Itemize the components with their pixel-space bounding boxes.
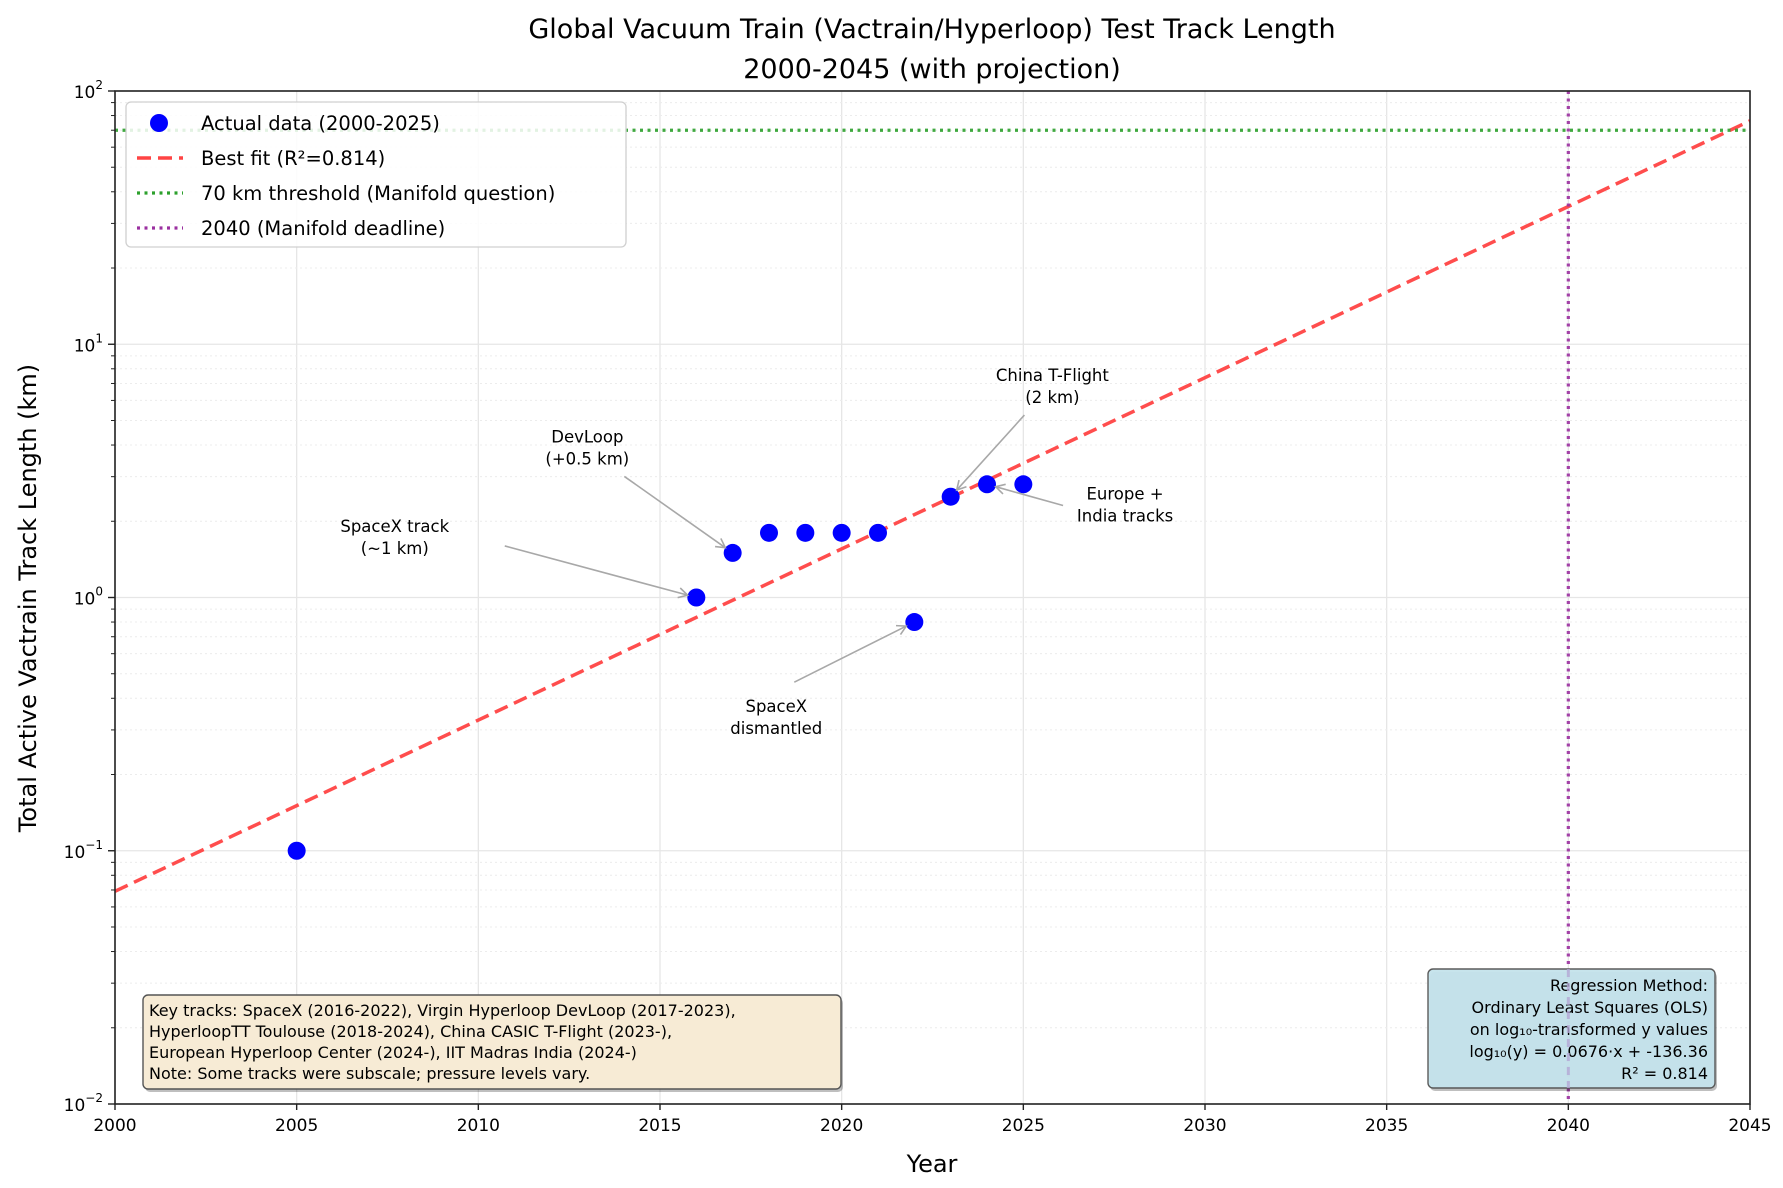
data-point <box>687 588 706 607</box>
annotation-label: SpaceX dismantled <box>730 697 822 738</box>
notes-box <box>142 994 842 1090</box>
chart-subtitle: 2000-2045 (with projection) <box>743 54 1121 85</box>
notes-box-line: European Hyperloop Center (2024-), IIT M… <box>149 1043 637 1062</box>
y-tick-base: 10 <box>64 1096 86 1116</box>
regression-box-line: Regression Method: <box>1550 976 1708 995</box>
legend-label: Best fit (R²=0.814) <box>201 147 385 170</box>
regression-box-line: log₁₀(y) = 0.0676·x + -136.36 <box>1469 1042 1708 1061</box>
notes-box-line: HyperloopTT Toulouse (2018-2024), China … <box>149 1022 672 1041</box>
data-point <box>1014 475 1033 494</box>
annotation-line: (+0.5 km) <box>545 449 629 468</box>
notes-box-line: Key tracks: SpaceX (2016-2022), Virgin H… <box>149 1001 736 1020</box>
y-tick-label: 10−1 <box>64 838 103 863</box>
x-axis-label: Year <box>906 1150 958 1178</box>
annotation-label: Europe + India tracks <box>1077 485 1173 526</box>
data-point <box>869 523 887 542</box>
data-point <box>760 523 778 542</box>
annotation-line: (~1 km) <box>361 539 429 558</box>
y-tick-exponent: 2 <box>95 78 103 92</box>
notes-box-line: Note: Some tracks were subscale; pressur… <box>149 1064 590 1083</box>
annotations: SpaceX track (~1 km) DevLoop (+0.5 km) China… <box>340 366 1173 738</box>
x-tick-label: 2045 <box>1728 1116 1771 1136</box>
y-tick-base: 10 <box>74 590 96 610</box>
x-tick-label: 2020 <box>820 1116 863 1136</box>
x-tick-label: 2005 <box>275 1116 318 1136</box>
y-tick-exponent: 1 <box>95 331 103 345</box>
legend-box <box>125 101 627 248</box>
legend-marker-point <box>150 114 168 132</box>
data-point <box>832 523 851 542</box>
x-tick-label: 2025 <box>1002 1116 1045 1136</box>
annotation-line: dismantled <box>730 719 822 738</box>
data-point <box>796 523 815 542</box>
regression-box-line: on log₁₀-transformed y values <box>1470 1020 1708 1039</box>
annotation-line: India tracks <box>1077 507 1173 526</box>
annotation-line: China T-Flight <box>996 366 1109 385</box>
annotation-label: China T-Flight (2 km) <box>996 366 1109 407</box>
y-tick-label: 101 <box>74 331 103 356</box>
chart-title: Global Vacuum Train (Vactrain/Hyperloop)… <box>528 14 1335 45</box>
annotation-arrow <box>504 545 690 599</box>
x-tick-label: 2000 <box>93 1116 136 1136</box>
x-tick-label: 2010 <box>457 1116 500 1136</box>
annotation-line: (2 km) <box>1025 388 1079 407</box>
y-tick-label: 100 <box>74 585 103 610</box>
annotation-line: DevLoop <box>551 427 623 446</box>
x-tick-label: 2015 <box>638 1116 681 1136</box>
legend-label: 70 km threshold (Manifold question) <box>201 182 555 205</box>
y-tick-exponent: −2 <box>85 1091 103 1105</box>
annotation-arrow <box>793 624 908 683</box>
data-point <box>978 475 996 494</box>
legend-label: Actual data (2000-2025) <box>201 112 440 135</box>
info-boxes: Key tracks: SpaceX (2016-2022), Virgin H… <box>142 968 1717 1092</box>
annotation-line: SpaceX track <box>340 517 449 536</box>
legend-label: 2040 (Manifold deadline) <box>201 217 445 240</box>
y-axis-label: Total Active Vactrain Track Length (km) <box>14 364 42 833</box>
annotation-line: Europe + <box>1087 485 1164 504</box>
x-tick-label: 2035 <box>1365 1116 1408 1136</box>
y-tick-exponent: −1 <box>85 838 103 852</box>
y-tick-base: 10 <box>64 843 86 863</box>
legend: Actual data (2000-2025) Best fit (R²=0.81… <box>125 101 627 248</box>
regression-box <box>1427 968 1716 1089</box>
data-point <box>287 841 306 860</box>
annotation-label: SpaceX track (~1 km) <box>340 517 449 558</box>
annotation-arrow <box>955 414 1025 492</box>
data-point <box>905 613 924 632</box>
y-tick-base: 10 <box>74 336 96 356</box>
regression-box-line: Ordinary Least Squares (OLS) <box>1472 998 1708 1017</box>
annotation-label: DevLoop (+0.5 km) <box>545 427 629 468</box>
best-fit-line <box>115 119 1750 893</box>
annotation-arrow <box>623 475 727 549</box>
x-tick-label: 2030 <box>1183 1116 1226 1136</box>
x-tick-label: 2040 <box>1547 1116 1590 1136</box>
y-tick-base: 10 <box>74 83 96 103</box>
data-point <box>723 543 742 562</box>
y-tick-label: 10−2 <box>64 1091 103 1116</box>
data-point <box>941 487 960 506</box>
annotation-line: SpaceX <box>745 697 807 716</box>
y-tick-exponent: 0 <box>95 585 103 599</box>
regression-box-line: R² = 0.814 <box>1621 1064 1708 1083</box>
y-tick-label: 102 <box>74 78 103 103</box>
x-axis-ticks: 2000 2005 2010 2015 2020 2025 2030 2035 2040 2045 <box>93 1104 1772 1136</box>
data-points <box>287 475 1033 860</box>
annotation-arrow <box>994 483 1064 507</box>
